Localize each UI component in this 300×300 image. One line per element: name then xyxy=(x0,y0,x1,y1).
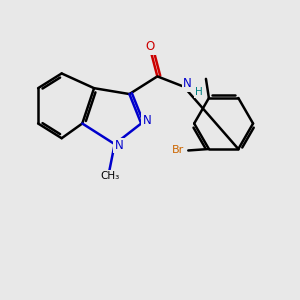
Text: H: H xyxy=(195,87,203,97)
Text: N: N xyxy=(143,114,152,127)
Text: Br: Br xyxy=(172,146,184,155)
Text: N: N xyxy=(183,77,192,90)
Text: O: O xyxy=(146,40,154,53)
Text: CH₃: CH₃ xyxy=(100,172,120,182)
Text: N: N xyxy=(115,139,124,152)
